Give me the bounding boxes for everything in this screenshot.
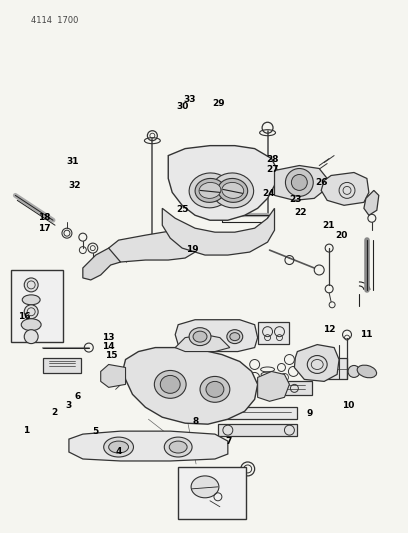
Text: 18: 18 (38, 213, 50, 222)
Ellipse shape (227, 330, 243, 344)
Circle shape (291, 174, 307, 190)
Ellipse shape (189, 328, 211, 345)
Circle shape (348, 366, 360, 377)
Ellipse shape (206, 382, 224, 397)
Ellipse shape (109, 441, 129, 453)
Text: 24: 24 (262, 189, 275, 198)
Polygon shape (69, 431, 228, 461)
Text: 10: 10 (341, 401, 354, 410)
Ellipse shape (22, 295, 40, 305)
Bar (178, 467, 246, 519)
Text: 31: 31 (66, 157, 79, 166)
Text: 30: 30 (177, 102, 189, 111)
Bar (43, 358, 81, 374)
Text: 23: 23 (289, 195, 302, 204)
Ellipse shape (193, 331, 207, 342)
Text: 12: 12 (323, 325, 335, 334)
Text: 1: 1 (22, 426, 29, 435)
Polygon shape (257, 372, 289, 401)
Text: 29: 29 (212, 99, 224, 108)
Ellipse shape (189, 173, 231, 208)
Text: 13: 13 (102, 333, 115, 342)
Polygon shape (175, 335, 230, 352)
Circle shape (286, 168, 313, 196)
Text: 25: 25 (177, 205, 189, 214)
Polygon shape (109, 230, 200, 262)
Text: 3: 3 (65, 401, 71, 410)
Text: 20: 20 (335, 231, 347, 240)
Text: 21: 21 (323, 221, 335, 230)
Text: 8: 8 (193, 417, 199, 426)
Ellipse shape (218, 179, 248, 203)
Text: 4114  1700: 4114 1700 (31, 17, 79, 25)
Text: 28: 28 (266, 155, 278, 164)
Polygon shape (168, 146, 277, 220)
Polygon shape (295, 345, 339, 382)
Ellipse shape (230, 333, 240, 341)
Circle shape (24, 305, 38, 319)
Bar (218, 407, 297, 419)
Ellipse shape (357, 365, 377, 378)
Text: 17: 17 (38, 224, 50, 233)
Text: 9: 9 (306, 409, 313, 418)
Text: 7: 7 (225, 437, 231, 446)
Text: 11: 11 (360, 330, 373, 339)
Text: 27: 27 (266, 166, 278, 174)
Polygon shape (162, 208, 275, 255)
Bar (257, 322, 289, 344)
Ellipse shape (191, 476, 219, 498)
Ellipse shape (195, 179, 225, 203)
Text: 15: 15 (104, 351, 117, 360)
Text: 6: 6 (74, 392, 81, 401)
Ellipse shape (21, 319, 41, 330)
Text: 2: 2 (51, 408, 57, 417)
Ellipse shape (222, 182, 244, 198)
Circle shape (24, 330, 38, 344)
Text: 4: 4 (116, 447, 122, 456)
Polygon shape (101, 365, 126, 387)
Ellipse shape (200, 376, 230, 402)
Ellipse shape (154, 370, 186, 398)
Polygon shape (275, 166, 327, 200)
Polygon shape (364, 190, 379, 215)
Ellipse shape (212, 173, 254, 208)
Text: 14: 14 (102, 342, 115, 351)
Ellipse shape (169, 441, 187, 453)
Ellipse shape (104, 437, 133, 457)
Text: 16: 16 (18, 312, 31, 321)
Ellipse shape (160, 375, 180, 393)
Text: 19: 19 (186, 245, 199, 254)
Text: 32: 32 (68, 181, 80, 190)
Bar (11, 270, 63, 342)
Text: 5: 5 (92, 427, 98, 437)
Bar (268, 382, 312, 395)
Bar (218, 424, 297, 436)
Text: 33: 33 (184, 95, 196, 104)
Polygon shape (83, 248, 121, 280)
Ellipse shape (164, 437, 192, 457)
Text: 22: 22 (294, 208, 307, 217)
Ellipse shape (199, 182, 221, 198)
Text: 26: 26 (315, 178, 328, 187)
Bar (319, 358, 347, 379)
Polygon shape (175, 320, 257, 352)
Polygon shape (124, 348, 257, 424)
Polygon shape (321, 173, 369, 205)
Circle shape (24, 278, 38, 292)
